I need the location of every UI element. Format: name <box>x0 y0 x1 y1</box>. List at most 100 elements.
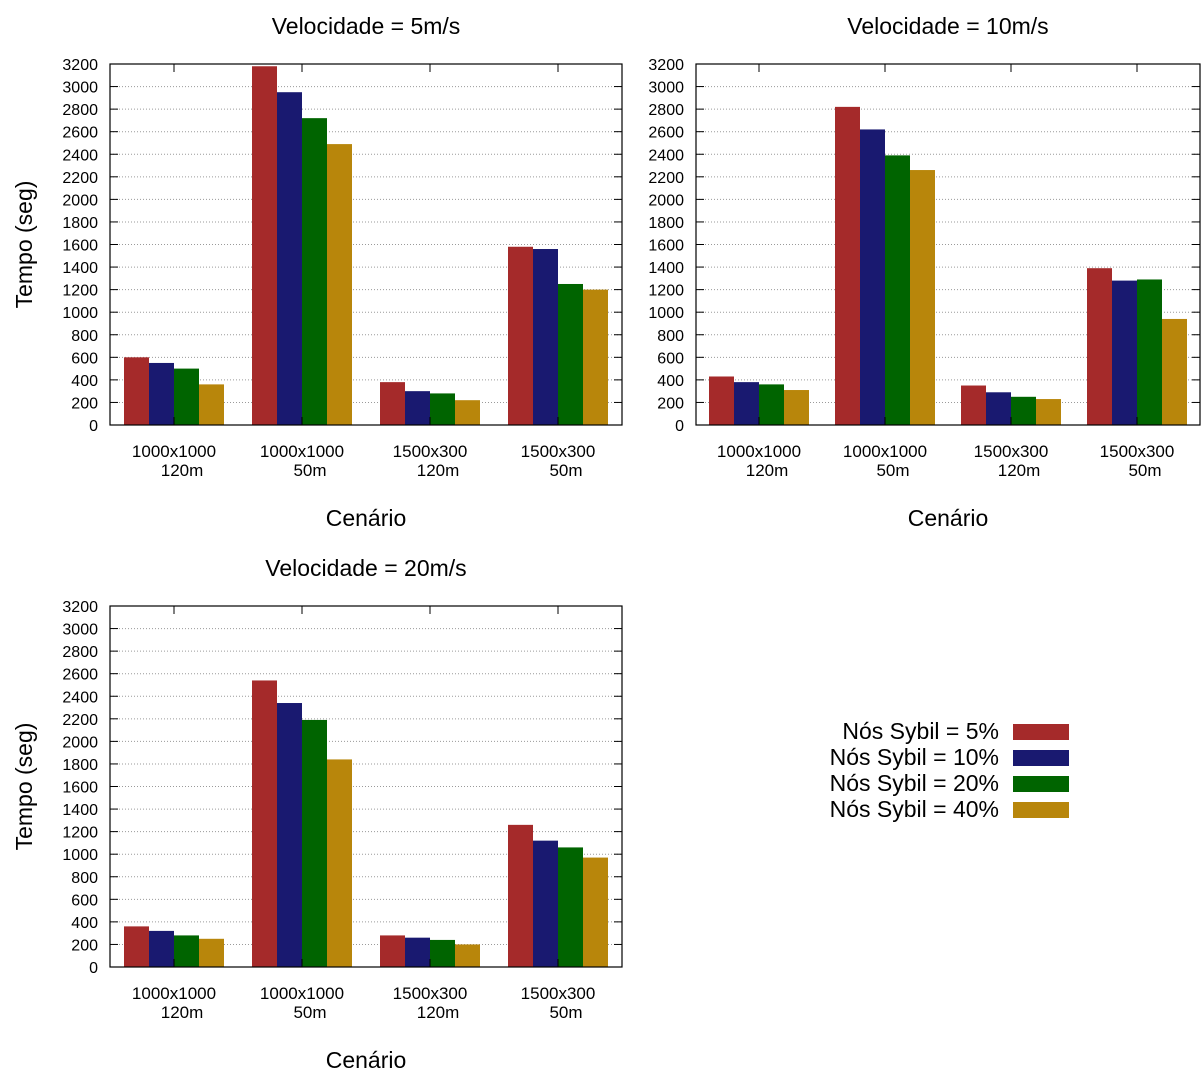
bar-1-series-1 <box>124 926 149 967</box>
y-tick-label: 2400 <box>62 689 98 706</box>
bar-2-series-4 <box>910 170 935 425</box>
x-tick-label: 1500x300 <box>521 984 596 1003</box>
y-tick-label: 1600 <box>62 238 98 255</box>
bar-4-series-4 <box>1162 318 1187 425</box>
x-tick-label: 1500x300 <box>393 442 468 461</box>
y-tick-label: 1800 <box>62 757 98 774</box>
legend-swatch-2 <box>1013 750 1069 766</box>
bar-2-series-1 <box>252 680 277 967</box>
y-tick-label: 3000 <box>62 80 98 97</box>
y-tick-label: 3000 <box>648 80 684 97</box>
bar-4-series-1 <box>508 246 533 425</box>
y-tick-label: 200 <box>71 937 98 954</box>
y-tick-label: 200 <box>657 395 684 412</box>
bar-1-series-3 <box>174 935 199 967</box>
bar-4-series-3 <box>558 283 583 425</box>
bar-2-series-2 <box>277 703 302 967</box>
y-tick-label: 400 <box>71 373 98 390</box>
chart-title: Velocidade = 5m/s <box>272 13 461 39</box>
bar-1-series-2 <box>734 382 759 425</box>
bar-2-series-3 <box>302 719 327 967</box>
y-tick-label: 2400 <box>648 147 684 164</box>
bar-3-series-2 <box>405 391 430 425</box>
bar-2-series-4 <box>327 759 352 967</box>
bar-2-series-3 <box>885 155 910 426</box>
x-tick-label: 120m <box>746 461 789 480</box>
legend-swatch-4 <box>1013 802 1069 818</box>
y-tick-label: 1600 <box>62 780 98 797</box>
y-tick-label: 1200 <box>62 825 98 842</box>
x-tick-label: 120m <box>161 1003 204 1022</box>
y-tick-label: 2600 <box>648 125 684 142</box>
bar-4-series-1 <box>1087 268 1112 425</box>
y-tick-label: 2200 <box>62 712 98 729</box>
chart-title: Velocidade = 10m/s <box>847 13 1048 39</box>
x-axis-label: Cenário <box>326 505 407 531</box>
bar-1-series-1 <box>709 376 734 425</box>
x-tick-label: 50m <box>293 461 326 480</box>
bar-1-series-3 <box>174 368 199 425</box>
x-tick-label: 50m <box>549 461 582 480</box>
y-tick-label: 800 <box>71 328 98 345</box>
y-tick-label: 2200 <box>62 170 98 187</box>
bar-1-series-2 <box>149 362 174 425</box>
bar-1-series-1 <box>124 357 149 425</box>
y-tick-label: 3200 <box>648 57 684 74</box>
y-tick-label: 3200 <box>62 57 98 74</box>
x-tick-label: 1000x1000 <box>132 984 216 1003</box>
y-tick-label: 2600 <box>62 667 98 684</box>
y-tick-label: 2400 <box>62 147 98 164</box>
x-tick-label: 1500x300 <box>974 442 1049 461</box>
bar-2-series-2 <box>277 92 302 425</box>
y-tick-label: 2600 <box>62 125 98 142</box>
bar-3-series-3 <box>430 393 455 425</box>
bar-2-series-2 <box>860 129 885 425</box>
bar-2-series-1 <box>835 106 860 426</box>
bar-3-series-4 <box>455 944 480 967</box>
x-tick-label: 50m <box>1128 461 1161 480</box>
bar-4-series-4 <box>583 289 608 425</box>
bar-3-series-2 <box>405 937 430 967</box>
y-tick-label: 200 <box>71 395 98 412</box>
y-tick-label: 2800 <box>648 102 684 119</box>
y-tick-label: 3200 <box>62 599 98 616</box>
bar-1-series-3 <box>759 384 784 425</box>
y-tick-label: 2800 <box>62 102 98 119</box>
plot-frame <box>109 605 623 968</box>
y-axis-label: Tempo (seg) <box>11 723 37 851</box>
bar-4-series-1 <box>508 824 533 967</box>
y-tick-label: 1600 <box>648 238 684 255</box>
y-tick-label: 600 <box>71 892 98 909</box>
bar-2-series-1 <box>252 66 277 425</box>
x-tick-label: 50m <box>549 1003 582 1022</box>
legend: Nós Sybil = 5%Nós Sybil = 10%Nós Sybil =… <box>830 718 1069 822</box>
bar-4-series-2 <box>533 249 558 425</box>
bar-1-series-2 <box>149 930 174 967</box>
x-tick-label: 1000x1000 <box>260 442 344 461</box>
chart-title: Velocidade = 20m/s <box>265 555 466 581</box>
bar-4-series-2 <box>1112 280 1137 425</box>
bar-1-series-4 <box>199 938 224 967</box>
y-tick-label: 2800 <box>62 644 98 661</box>
x-tick-label: 1500x300 <box>1100 442 1175 461</box>
x-tick-label: 120m <box>417 1003 460 1022</box>
y-tick-label: 1800 <box>62 215 98 232</box>
legend-label-3: Nós Sybil = 20% <box>830 770 999 796</box>
x-tick-label: 1000x1000 <box>260 984 344 1003</box>
legend-label-4: Nós Sybil = 40% <box>830 796 999 822</box>
legend-label-2: Nós Sybil = 10% <box>830 744 999 770</box>
bar-4-series-2 <box>533 840 558 967</box>
x-tick-label: 1000x1000 <box>843 442 927 461</box>
x-tick-label: 1500x300 <box>521 442 596 461</box>
y-tick-label: 1400 <box>648 260 684 277</box>
legend-swatch-1 <box>1013 724 1069 740</box>
y-tick-label: 400 <box>71 915 98 932</box>
legend-swatch-3 <box>1013 776 1069 792</box>
bar-2-series-3 <box>302 118 327 426</box>
y-tick-label: 600 <box>71 350 98 367</box>
bar-4-series-3 <box>1137 279 1162 425</box>
plot-frame <box>109 63 623 426</box>
panel-velocidade-20: Velocidade = 20m/s 0 200 400 600 800 1000 1200 1… <box>11 555 623 1068</box>
bar-3-series-1 <box>380 935 405 967</box>
y-tick-label: 800 <box>71 870 98 887</box>
